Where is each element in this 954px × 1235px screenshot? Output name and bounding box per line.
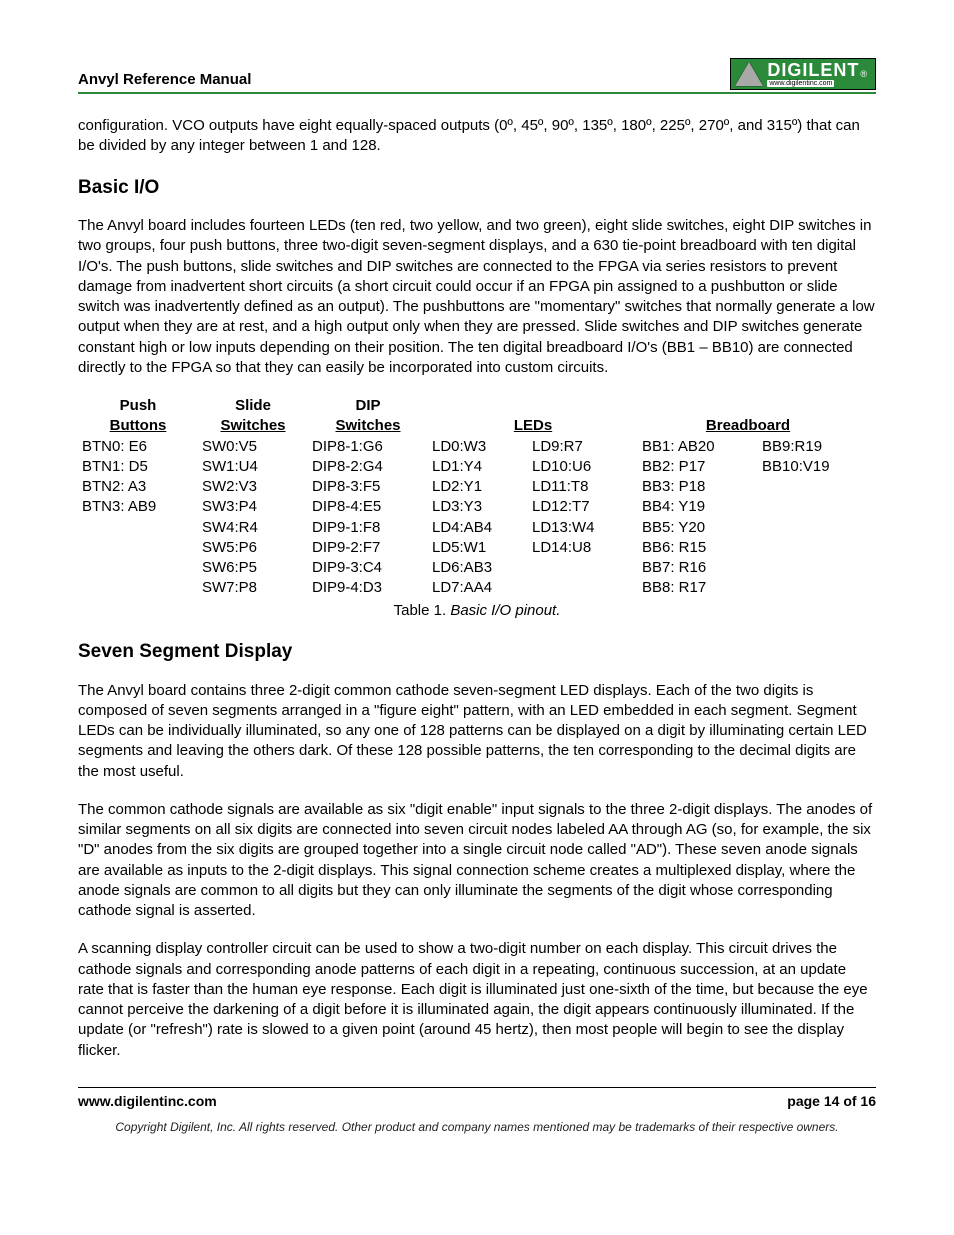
- table-cell: [758, 558, 858, 578]
- header-title: Anvyl Reference Manual: [78, 70, 251, 90]
- table-cell: BB6: R15: [638, 538, 758, 558]
- hdr-slide1: Slide: [198, 396, 308, 416]
- table-cell: SW4:R4: [198, 518, 308, 538]
- pinout-table: Push Slide DIP Buttons Switches Switches…: [78, 396, 876, 599]
- table-cell: BB1: AB20: [638, 437, 758, 457]
- seven-segment-p1: The Anvyl board contains three 2-digit c…: [78, 681, 876, 782]
- logo-box: DIGILENT www.digilentinc.com ®: [730, 58, 876, 90]
- table-cell: LD5:W1: [428, 538, 528, 558]
- table-cell: LD6:AB3: [428, 558, 528, 578]
- table-cell: [78, 578, 198, 598]
- table-row: SW5:P6DIP9-2:F7LD5:W1LD14:U8BB6: R15: [78, 538, 876, 558]
- caption-text: Basic I/O pinout.: [450, 602, 560, 619]
- table-cell: [78, 538, 198, 558]
- heading-basic-io: Basic I/O: [78, 175, 876, 201]
- table-cell: LD10:U6: [528, 457, 638, 477]
- table-body: BTN0: E6SW0:V5DIP8-1:G6LD0:W3LD9:R7BB1: …: [78, 437, 876, 599]
- hdr-bb: Breadboard: [638, 416, 858, 436]
- footer-url: www.digilentinc.com: [78, 1092, 217, 1111]
- table-cell: [78, 518, 198, 538]
- table-cell: DIP8-3:F5: [308, 477, 428, 497]
- footer-row: www.digilentinc.com page 14 of 16: [78, 1088, 876, 1119]
- table-cell: LD1:Y4: [428, 457, 528, 477]
- table-cell: BB7: R16: [638, 558, 758, 578]
- hdr-dip2: Switches: [308, 416, 428, 436]
- table-cell: BTN1: D5: [78, 457, 198, 477]
- table-row: BTN2: A3SW2:V3DIP8-3:F5LD2:Y1LD11:T8BB3:…: [78, 477, 876, 497]
- table-cell: BB5: Y20: [638, 518, 758, 538]
- logo-main-text: DIGILENT: [767, 61, 859, 79]
- table-cell: LD13:W4: [528, 518, 638, 538]
- table-cell: SW1:U4: [198, 457, 308, 477]
- logo-text: DIGILENT www.digilentinc.com: [767, 61, 859, 87]
- table-cell: [758, 538, 858, 558]
- footer-copyright: Copyright Digilent, Inc. All rights rese…: [78, 1119, 876, 1135]
- table-cell: LD7:AA4: [428, 578, 528, 598]
- table-row: SW7:P8DIP9-4:D3LD7:AA4 BB8: R17: [78, 578, 876, 598]
- heading-seven-segment: Seven Segment Display: [78, 639, 876, 665]
- table-cell: DIP9-3:C4: [308, 558, 428, 578]
- table-row: SW4:R4DIP9-1:F8LD4:AB4LD13:W4BB5: Y20: [78, 518, 876, 538]
- table-header-row-1: Push Slide DIP: [78, 396, 876, 416]
- logo-sub-text: www.digilentinc.com: [767, 80, 834, 87]
- table-cell: BB4: Y19: [638, 497, 758, 517]
- caption-label: Table 1.: [394, 602, 451, 619]
- table-cell: [758, 518, 858, 538]
- table-cell: LD0:W3: [428, 437, 528, 457]
- table-cell: BTN3: AB9: [78, 497, 198, 517]
- table-cell: BB2: P17: [638, 457, 758, 477]
- table-cell: LD2:Y1: [428, 477, 528, 497]
- table-cell: BB8: R17: [638, 578, 758, 598]
- table-row: BTN3: AB9SW3:P4DIP8-4:E5LD3:Y3LD12:T7BB4…: [78, 497, 876, 517]
- table-cell: [758, 497, 858, 517]
- table-caption: Table 1. Basic I/O pinout.: [78, 601, 876, 621]
- table-cell: [528, 578, 638, 598]
- table-cell: BB3: P18: [638, 477, 758, 497]
- table-cell: [758, 477, 858, 497]
- table-cell: SW0:V5: [198, 437, 308, 457]
- table-cell: DIP8-4:E5: [308, 497, 428, 517]
- table-cell: LD14:U8: [528, 538, 638, 558]
- footer-page: page 14 of 16: [787, 1092, 876, 1111]
- table-cell: SW7:P8: [198, 578, 308, 598]
- table-cell: LD3:Y3: [428, 497, 528, 517]
- table-cell: DIP9-1:F8: [308, 518, 428, 538]
- table-cell: SW6:P5: [198, 558, 308, 578]
- seven-segment-p3: A scanning display controller circuit ca…: [78, 939, 876, 1061]
- table-cell: [528, 558, 638, 578]
- table-cell: LD9:R7: [528, 437, 638, 457]
- table-cell: SW5:P6: [198, 538, 308, 558]
- table-cell: LD12:T7: [528, 497, 638, 517]
- hdr-slide2: Switches: [198, 416, 308, 436]
- logo-registered: ®: [860, 68, 867, 80]
- table-cell: LD4:AB4: [428, 518, 528, 538]
- table-cell: [758, 578, 858, 598]
- table-cell: DIP9-4:D3: [308, 578, 428, 598]
- hdr-leds: LEDs: [428, 416, 638, 436]
- table-cell: BB10:V19: [758, 457, 858, 477]
- table-cell: BTN2: A3: [78, 477, 198, 497]
- table-row: SW6:P5DIP9-3:C4LD6:AB3 BB7: R16: [78, 558, 876, 578]
- table-row: BTN1: D5SW1:U4DIP8-2:G4LD1:Y4LD10:U6BB2:…: [78, 457, 876, 477]
- page-header: Anvyl Reference Manual DIGILENT www.digi…: [78, 58, 876, 94]
- table-cell: LD11:T8: [528, 477, 638, 497]
- hdr-dip1: DIP: [308, 396, 428, 416]
- intro-paragraph: configuration. VCO outputs have eight eq…: [78, 116, 876, 157]
- triangle-icon: [735, 62, 763, 86]
- table-cell: SW3:P4: [198, 497, 308, 517]
- table-cell: BTN0: E6: [78, 437, 198, 457]
- table-cell: SW2:V3: [198, 477, 308, 497]
- table-cell: BB9:R19: [758, 437, 858, 457]
- table-cell: [78, 558, 198, 578]
- digilent-logo: DIGILENT www.digilentinc.com ®: [730, 58, 876, 90]
- table-cell: DIP8-1:G6: [308, 437, 428, 457]
- table-cell: DIP9-2:F7: [308, 538, 428, 558]
- hdr-push2: Buttons: [78, 416, 198, 436]
- basic-io-paragraph: The Anvyl board includes fourteen LEDs (…: [78, 216, 876, 378]
- table-row: BTN0: E6SW0:V5DIP8-1:G6LD0:W3LD9:R7BB1: …: [78, 437, 876, 457]
- table-cell: DIP8-2:G4: [308, 457, 428, 477]
- seven-segment-p2: The common cathode signals are available…: [78, 800, 876, 922]
- hdr-push1: Push: [78, 396, 198, 416]
- table-header-row-2: Buttons Switches Switches LEDs Breadboar…: [78, 416, 876, 436]
